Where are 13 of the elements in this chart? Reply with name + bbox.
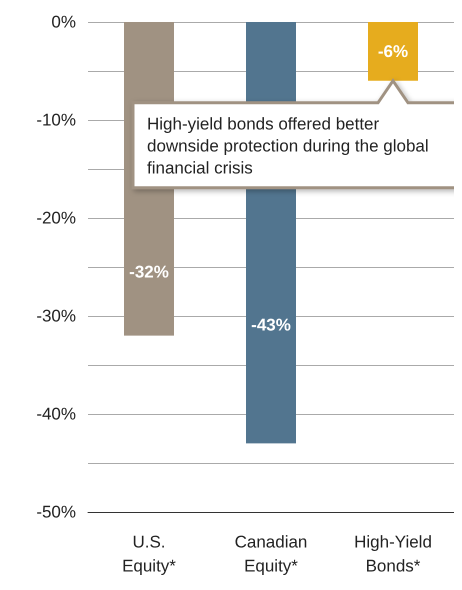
data-label: -32%: [129, 262, 169, 282]
x-tick-label: High-Yield Bonds*: [354, 532, 432, 576]
x-tick-label: U.S. Equity*: [122, 532, 176, 576]
y-tick-label: -30%: [36, 306, 76, 326]
y-tick-label: -20%: [36, 208, 76, 228]
y-tick-label: -10%: [36, 110, 76, 130]
annotation: High-yield bonds offered better downside protection during the global financial crisis: [147, 114, 434, 178]
x-tick-label: Canadian Equity*: [234, 532, 308, 576]
data-label: -6%: [378, 42, 408, 61]
y-tick-label: -40%: [36, 404, 76, 424]
y-tick-label: -50%: [36, 502, 76, 522]
data-label: -43%: [251, 315, 291, 334]
y-tick-label: 0%: [51, 12, 76, 32]
